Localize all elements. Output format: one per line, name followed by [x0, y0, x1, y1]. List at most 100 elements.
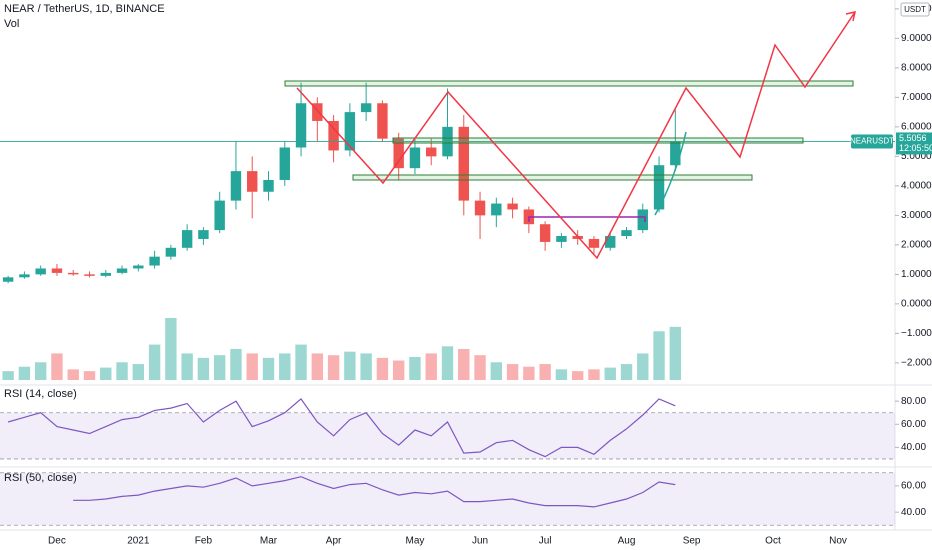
rsi-line: [7, 398, 676, 458]
trend-curve: [654, 131, 687, 216]
x-tick-label: Oct: [765, 536, 781, 547]
y-tick-label: −2.0000: [901, 358, 932, 369]
y-tick-label: 6.0000: [901, 121, 932, 132]
candle-body: [2, 277, 14, 282]
candle-body: [100, 272, 111, 276]
symbol-tag: [851, 134, 893, 149]
volume-bar: [523, 366, 535, 380]
volume-label: Vol: [4, 18, 19, 30]
candle-body: [312, 103, 323, 121]
drawings: [284, 11, 856, 260]
volume-bar: [83, 371, 96, 380]
volume-bar: [279, 353, 291, 380]
candle-body: [133, 265, 144, 269]
y-tick-label: 7.0000: [901, 92, 932, 103]
price-tag: [896, 132, 932, 155]
volume-bar: [18, 366, 31, 380]
y-tick-label: 40.00: [901, 442, 926, 453]
volume-bar: [344, 351, 356, 380]
volume-bar: [295, 344, 307, 380]
marks: [0, 82, 895, 526]
x-tick-label: Jul: [539, 536, 552, 547]
zone: [352, 174, 753, 181]
y-tick-label: 80.00: [901, 396, 926, 407]
zone: [284, 80, 854, 87]
candle-body: [360, 103, 372, 113]
candle-body: [181, 230, 193, 248]
volume-bar: [571, 371, 584, 380]
x-tick-label: Dec: [48, 536, 66, 547]
candle-body: [458, 126, 469, 201]
candle-body: [344, 112, 356, 151]
symbol-tag-label: NEARUSDT: [850, 137, 894, 146]
candle-body: [230, 171, 242, 201]
rsi-line: [73, 476, 676, 508]
y-tick-label: 5.0000: [901, 151, 932, 162]
y-tick-label: 3.0000: [901, 210, 932, 221]
candle-body: [621, 230, 632, 237]
symbol: NEAR / TetherUS, 1D, BINANCE: [4, 3, 165, 15]
volume-bar: [392, 360, 405, 380]
volume-bar: [165, 318, 177, 380]
currency-label: USDT: [904, 5, 926, 14]
x-tick-label: May: [406, 536, 425, 547]
candle-body: [68, 272, 79, 275]
rsi50-title: RSI (50, close): [4, 472, 77, 484]
candle-body: [19, 274, 30, 278]
y-tick-label: 40.00: [901, 507, 926, 518]
y-tick-label: 2.0000: [901, 240, 932, 251]
candle-body: [247, 171, 258, 192]
volume-bar: [474, 355, 486, 380]
y-tick-label: 9.0000: [901, 33, 932, 44]
candle-body: [116, 268, 128, 273]
x-tick-label: Aug: [618, 536, 636, 547]
volume-bar: [441, 346, 454, 380]
candle-body: [295, 103, 307, 148]
x-tick-label: Apr: [326, 536, 342, 547]
candle-body: [263, 179, 274, 192]
range-line: [528, 216, 646, 222]
currency-badge: [900, 2, 930, 17]
candle-body: [51, 268, 63, 273]
volume-bar: [2, 371, 14, 380]
volume-bar: [51, 353, 63, 380]
volume-bar: [458, 349, 470, 380]
candle-body: [35, 268, 46, 275]
candle-body: [149, 256, 160, 266]
x-tick-label: Jun: [472, 536, 488, 547]
volume-bar: [327, 355, 340, 380]
volume-bar: [588, 369, 600, 380]
x-tick-label: 2021: [127, 536, 150, 547]
candle-body: [605, 236, 616, 248]
volume-bar: [539, 364, 551, 380]
volume-bar: [555, 369, 568, 380]
candle-body: [491, 203, 502, 216]
volume-bar: [181, 353, 193, 380]
volume-bar: [34, 362, 47, 380]
volume-bar: [230, 349, 242, 380]
candle-body: [588, 238, 600, 248]
volume-bar: [490, 362, 503, 380]
y-tick-label: 8.0000: [901, 62, 932, 73]
y-tick-label: 0.0000: [901, 299, 932, 310]
volume-bar: [246, 353, 258, 380]
x-tick-label: Mar: [260, 536, 278, 547]
candle-body: [556, 236, 567, 242]
candle-body: [474, 200, 486, 216]
arrow-head: [845, 11, 856, 22]
candle-body: [328, 120, 339, 151]
volume-bar: [67, 369, 79, 380]
volume-bar: [197, 357, 210, 380]
y-tick-label: 4.0000: [901, 181, 932, 192]
zone: [392, 137, 804, 144]
x-tick-label: Nov: [829, 536, 847, 547]
volume-bar: [213, 355, 226, 380]
y-tick-label: −1.0000: [901, 328, 932, 339]
y-tick-label: 60.00: [901, 481, 926, 492]
y-tick-label: 1.0000: [901, 269, 932, 280]
rsi-band: [0, 412, 895, 459]
x-tick-label: Sep: [683, 536, 701, 547]
volume-bar: [409, 356, 421, 380]
